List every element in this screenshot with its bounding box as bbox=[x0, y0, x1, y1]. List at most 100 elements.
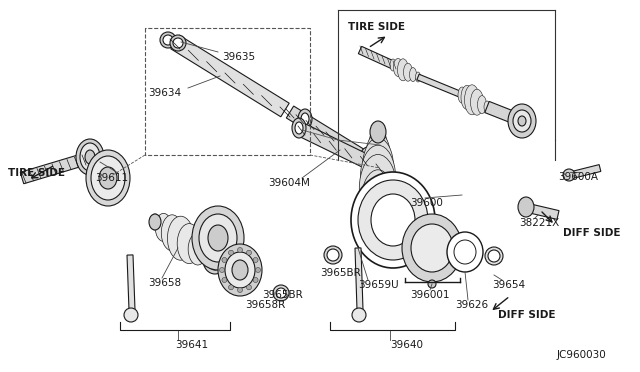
Ellipse shape bbox=[374, 237, 382, 253]
Text: 39658R: 39658R bbox=[245, 300, 285, 310]
Ellipse shape bbox=[403, 63, 413, 81]
Circle shape bbox=[255, 267, 260, 273]
Ellipse shape bbox=[161, 215, 183, 251]
Ellipse shape bbox=[415, 72, 420, 82]
Circle shape bbox=[228, 285, 234, 290]
Polygon shape bbox=[286, 106, 364, 161]
Text: JC960030: JC960030 bbox=[557, 350, 607, 360]
Ellipse shape bbox=[359, 154, 397, 222]
Ellipse shape bbox=[370, 121, 386, 143]
Ellipse shape bbox=[477, 96, 486, 113]
Ellipse shape bbox=[76, 139, 104, 175]
Ellipse shape bbox=[155, 214, 172, 241]
Ellipse shape bbox=[371, 194, 415, 246]
Ellipse shape bbox=[461, 86, 473, 109]
Ellipse shape bbox=[484, 101, 490, 113]
Polygon shape bbox=[127, 255, 135, 310]
Ellipse shape bbox=[218, 244, 262, 296]
Ellipse shape bbox=[358, 180, 428, 260]
Ellipse shape bbox=[365, 187, 391, 235]
Ellipse shape bbox=[208, 225, 228, 251]
Ellipse shape bbox=[410, 68, 417, 81]
Circle shape bbox=[485, 247, 503, 265]
Circle shape bbox=[220, 267, 225, 273]
Ellipse shape bbox=[465, 85, 479, 115]
Text: 39634: 39634 bbox=[148, 88, 181, 98]
Ellipse shape bbox=[85, 150, 95, 164]
Text: 39654: 39654 bbox=[492, 280, 525, 290]
Circle shape bbox=[273, 285, 289, 301]
Text: DIFF SIDE: DIFF SIDE bbox=[563, 228, 621, 238]
Circle shape bbox=[173, 38, 183, 48]
Polygon shape bbox=[485, 102, 522, 126]
Circle shape bbox=[124, 308, 138, 322]
Ellipse shape bbox=[369, 127, 387, 159]
Ellipse shape bbox=[458, 87, 466, 103]
Circle shape bbox=[237, 247, 243, 253]
Text: 3965BR: 3965BR bbox=[262, 290, 303, 300]
Ellipse shape bbox=[360, 147, 376, 169]
Ellipse shape bbox=[298, 109, 312, 129]
Ellipse shape bbox=[447, 232, 483, 272]
Ellipse shape bbox=[513, 110, 531, 132]
Circle shape bbox=[352, 308, 366, 322]
Ellipse shape bbox=[177, 224, 201, 264]
Ellipse shape bbox=[86, 150, 130, 206]
Polygon shape bbox=[527, 203, 559, 219]
Text: 39659U: 39659U bbox=[358, 280, 399, 290]
Ellipse shape bbox=[394, 58, 403, 76]
Ellipse shape bbox=[363, 151, 373, 165]
Ellipse shape bbox=[470, 89, 483, 115]
Text: 38221X: 38221X bbox=[519, 218, 559, 228]
Ellipse shape bbox=[368, 204, 388, 240]
Ellipse shape bbox=[360, 145, 396, 209]
Circle shape bbox=[563, 169, 575, 181]
Ellipse shape bbox=[149, 214, 161, 230]
Ellipse shape bbox=[295, 122, 303, 134]
Circle shape bbox=[163, 35, 173, 45]
Ellipse shape bbox=[203, 246, 227, 274]
Text: 3965BR: 3965BR bbox=[320, 268, 361, 278]
Polygon shape bbox=[358, 46, 395, 69]
Text: 396001: 396001 bbox=[410, 290, 449, 300]
Ellipse shape bbox=[207, 250, 223, 270]
Text: TIRE SIDE: TIRE SIDE bbox=[8, 168, 65, 178]
Text: 39600A: 39600A bbox=[558, 172, 598, 182]
Circle shape bbox=[246, 250, 252, 255]
Ellipse shape bbox=[366, 132, 390, 177]
Ellipse shape bbox=[402, 214, 462, 282]
Polygon shape bbox=[20, 154, 84, 184]
Text: DIFF SIDE: DIFF SIDE bbox=[498, 310, 556, 320]
Ellipse shape bbox=[372, 122, 383, 142]
Ellipse shape bbox=[192, 206, 244, 270]
Circle shape bbox=[327, 249, 339, 261]
Text: TIRE SIDE: TIRE SIDE bbox=[348, 22, 405, 32]
Ellipse shape bbox=[363, 138, 394, 194]
Ellipse shape bbox=[301, 113, 309, 125]
Circle shape bbox=[237, 288, 243, 292]
Ellipse shape bbox=[91, 156, 125, 200]
Ellipse shape bbox=[232, 260, 248, 280]
Circle shape bbox=[488, 250, 500, 262]
Circle shape bbox=[160, 32, 176, 48]
Ellipse shape bbox=[80, 143, 100, 171]
Ellipse shape bbox=[371, 222, 385, 246]
Ellipse shape bbox=[508, 104, 536, 138]
Ellipse shape bbox=[168, 216, 194, 260]
Ellipse shape bbox=[225, 252, 255, 288]
Ellipse shape bbox=[199, 214, 237, 262]
Ellipse shape bbox=[150, 214, 160, 230]
Text: 39635: 39635 bbox=[222, 52, 255, 62]
Ellipse shape bbox=[397, 59, 408, 81]
Text: 39658: 39658 bbox=[148, 278, 181, 288]
Circle shape bbox=[253, 257, 258, 263]
Circle shape bbox=[170, 35, 186, 51]
Ellipse shape bbox=[518, 116, 526, 126]
Circle shape bbox=[228, 250, 234, 255]
Circle shape bbox=[222, 278, 227, 282]
Polygon shape bbox=[299, 124, 383, 174]
Circle shape bbox=[246, 285, 252, 290]
Ellipse shape bbox=[518, 197, 534, 217]
Text: 39600: 39600 bbox=[410, 198, 443, 208]
Text: 39640: 39640 bbox=[390, 340, 423, 350]
